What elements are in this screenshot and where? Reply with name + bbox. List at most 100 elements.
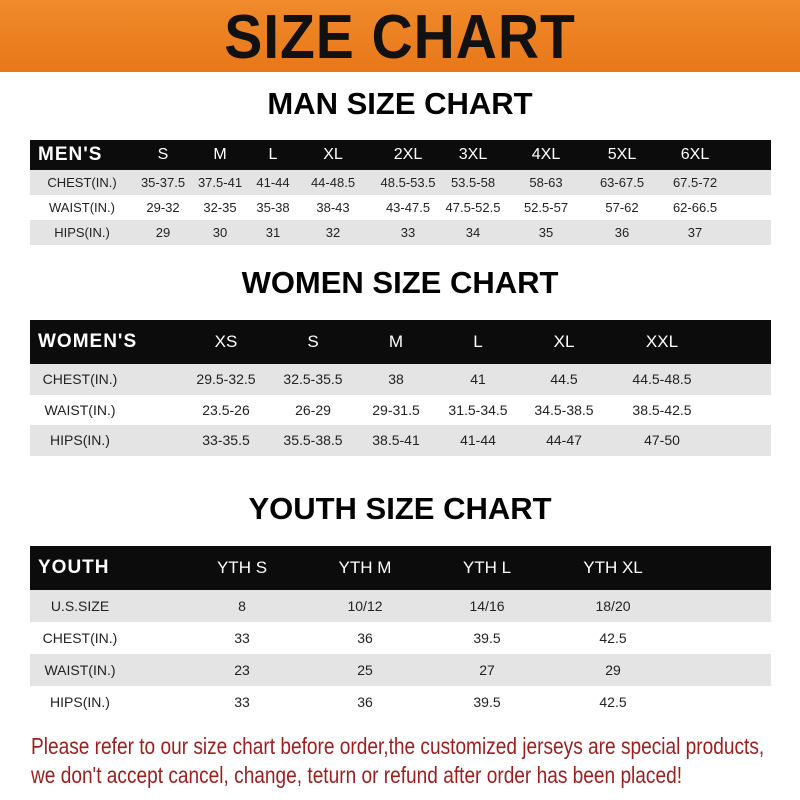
size-column-header: L bbox=[268, 146, 278, 163]
men-section-title: MAN SIZE CHART bbox=[267, 86, 533, 121]
size-column-header: 6XL bbox=[680, 146, 710, 163]
table-cell: 47-50 bbox=[644, 432, 680, 449]
table-cell: 47.5-52.5 bbox=[445, 200, 501, 215]
table-cell: 67.5-72 bbox=[672, 175, 718, 190]
size-column-header: YTH S bbox=[216, 558, 268, 577]
men-header-label: MEN'S bbox=[38, 144, 103, 165]
table-cell: 38.5-41 bbox=[372, 432, 420, 449]
table-cell: 35-38 bbox=[256, 200, 290, 215]
table-cell: 39.5 bbox=[473, 694, 501, 710]
row-label: WAIST(IN.) bbox=[44, 401, 116, 418]
table-cell: 63-67.5 bbox=[599, 175, 645, 190]
table-cell: 39.5 bbox=[473, 630, 501, 646]
notice-line-1: Please refer to our size chart before or… bbox=[31, 733, 765, 759]
table-cell: 37.5-41 bbox=[197, 175, 243, 190]
table-cell: 36 bbox=[614, 225, 630, 240]
size-column-header: XL bbox=[323, 146, 343, 163]
table-row: WAIST(IN.) 29-32 32-35 35-38 38-43 43-47.5 47.… bbox=[30, 195, 771, 220]
size-column-header: 5XL bbox=[607, 146, 637, 163]
table-cell: 32-35 bbox=[203, 200, 237, 215]
table-cell: 41 bbox=[470, 371, 486, 388]
table-cell: 10/12 bbox=[347, 598, 383, 614]
table-cell: 33 bbox=[400, 225, 416, 240]
table-cell: 48.5-53.5 bbox=[380, 175, 436, 190]
table-cell: 35-37.5 bbox=[140, 175, 186, 190]
row-label: CHEST(IN.) bbox=[42, 371, 118, 388]
table-cell: 32 bbox=[325, 225, 341, 240]
size-column-header: YTH L bbox=[462, 558, 512, 577]
table-cell: 33 bbox=[234, 694, 250, 710]
table-row: WAIST(IN.) 23.5-26 26-29 29-31.5 31.5-34.5 34… bbox=[30, 395, 771, 426]
table-row: WAIST(IN.) 23 25 27 29 bbox=[30, 654, 771, 686]
row-label: HIPS(IN.) bbox=[54, 225, 110, 240]
size-column-header: 4XL bbox=[531, 146, 561, 163]
notice-line-2: we don't accept cancel, change, teturn o… bbox=[31, 762, 683, 788]
row-label: HIPS(IN.) bbox=[50, 432, 110, 449]
table-cell: 30 bbox=[212, 225, 228, 240]
women-section-title: WOMEN SIZE CHART bbox=[241, 265, 559, 300]
table-cell: 14/16 bbox=[469, 598, 505, 614]
table-cell: 52.5-57 bbox=[523, 200, 569, 215]
table-cell: 31 bbox=[265, 225, 281, 240]
table-cell: 35 bbox=[538, 225, 554, 240]
table-cell: 42.5 bbox=[599, 630, 627, 646]
table-cell: 33 bbox=[234, 630, 250, 646]
size-column-header: 2XL bbox=[393, 146, 423, 163]
table-row: U.S.SIZE 8 10/12 14/16 18/20 bbox=[30, 590, 771, 622]
table-row: CHEST(IN.) 33 36 39.5 42.5 bbox=[30, 622, 771, 654]
youth-header-label: YOUTH bbox=[38, 557, 110, 578]
row-label: HIPS(IN.) bbox=[50, 694, 110, 710]
size-column-header: XL bbox=[553, 332, 575, 351]
table-cell: 62-66.5 bbox=[672, 200, 718, 215]
table-row: HIPS(IN.) 33-35.5 35.5-38.5 38.5-41 41-44 44-… bbox=[30, 425, 771, 456]
row-label: WAIST(IN.) bbox=[44, 662, 116, 678]
table-cell: 38 bbox=[388, 371, 404, 388]
table-cell: 58-63 bbox=[529, 175, 563, 190]
table-cell: 38.5-42.5 bbox=[632, 401, 692, 418]
table-cell: 43-47.5 bbox=[385, 200, 431, 215]
table-cell: 44-47 bbox=[546, 432, 582, 449]
size-column-header: M bbox=[388, 332, 404, 351]
page-title: SIZE CHART bbox=[224, 3, 576, 72]
table-cell: 31.5-34.5 bbox=[448, 401, 508, 418]
table-cell: 32.5-35.5 bbox=[283, 371, 343, 388]
size-column-header: S bbox=[157, 146, 169, 163]
table-cell: 34 bbox=[465, 225, 481, 240]
size-column-header: M bbox=[213, 146, 227, 163]
table-cell: 41-44 bbox=[460, 432, 496, 449]
row-label: CHEST(IN.) bbox=[42, 630, 118, 646]
table-cell: 29-32 bbox=[146, 200, 180, 215]
row-label: U.S.SIZE bbox=[50, 598, 110, 614]
youth-header-row: YOUTH YTH S YTH M YTH L YTH XL bbox=[30, 546, 771, 590]
table-cell: 42.5 bbox=[599, 694, 627, 710]
size-column-header: XXL bbox=[645, 332, 679, 351]
youth-section-title: YOUTH SIZE CHART bbox=[248, 491, 552, 526]
table-cell: 37 bbox=[687, 225, 703, 240]
table-row: CHEST(IN.) 35-37.5 37.5-41 41-44 44-48.5 48.5… bbox=[30, 170, 771, 195]
row-label: WAIST(IN.) bbox=[49, 200, 115, 215]
table-cell: 29.5-32.5 bbox=[196, 371, 256, 388]
table-cell: 8 bbox=[238, 598, 246, 614]
size-column-header: 3XL bbox=[458, 146, 488, 163]
size-column-header: XS bbox=[214, 332, 238, 351]
table-cell: 44.5-48.5 bbox=[632, 371, 692, 388]
title-banner: SIZE CHART bbox=[0, 0, 800, 72]
table-cell: 44.5 bbox=[550, 371, 578, 388]
table-cell: 29 bbox=[155, 225, 171, 240]
table-cell: 29 bbox=[605, 662, 621, 678]
table-cell: 34.5-38.5 bbox=[534, 401, 594, 418]
table-row: HIPS(IN.) 29 30 31 32 33 34 35 36 37 bbox=[30, 220, 771, 245]
table-cell: 18/20 bbox=[595, 598, 631, 614]
table-cell: 23.5-26 bbox=[202, 401, 250, 418]
women-header-row: WOMEN'S XS S M L XL XXL bbox=[30, 320, 771, 364]
size-column-header: YTH M bbox=[338, 558, 392, 577]
table-cell: 29-31.5 bbox=[372, 401, 420, 418]
table-cell: 41-44 bbox=[256, 175, 290, 190]
women-header-label: WOMEN'S bbox=[38, 331, 138, 352]
table-cell: 36 bbox=[357, 630, 373, 646]
table-cell: 26-29 bbox=[295, 401, 331, 418]
table-cell: 57-62 bbox=[605, 200, 639, 215]
table-cell: 38-43 bbox=[316, 200, 350, 215]
size-column-header: YTH XL bbox=[583, 558, 643, 577]
